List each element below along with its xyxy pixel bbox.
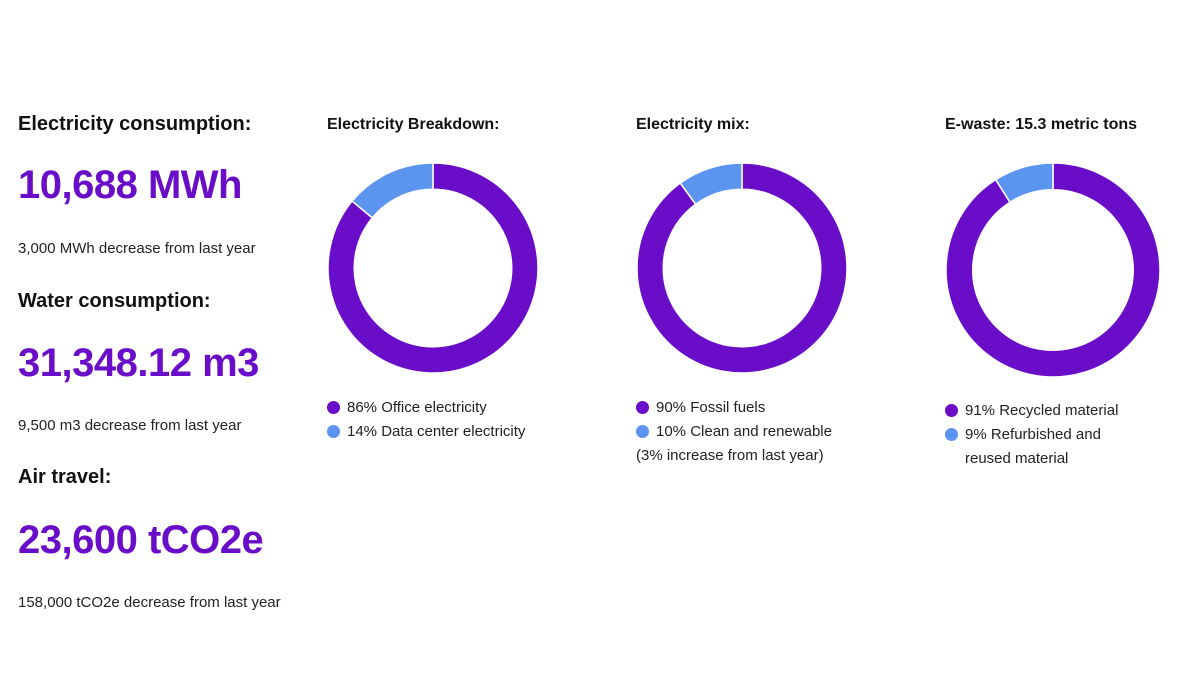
legend-item: 86% Office electricity bbox=[327, 396, 525, 420]
air-travel-value: 23,600 tCO2e bbox=[18, 518, 264, 562]
legend-item: 90% Fossil fuels bbox=[636, 396, 832, 420]
donut-chart bbox=[636, 162, 848, 374]
electricity-value: 10,688 MWh bbox=[18, 163, 242, 207]
donut-segment-data-center-electricity bbox=[351, 162, 434, 219]
water-note: 9,500 m3 decrease from last year bbox=[18, 417, 242, 434]
donut-segment-clean-and-renewable bbox=[679, 162, 743, 206]
legend-label: 9% Refurbished and reused material bbox=[965, 426, 1101, 467]
donut-segment-office-electricity bbox=[327, 162, 539, 374]
legend-swatch-primary bbox=[636, 401, 649, 414]
air-travel-note: 158,000 tCO2e decrease from last year bbox=[18, 594, 281, 611]
electricity-label: Electricity consumption: bbox=[18, 113, 252, 135]
donut-chart bbox=[945, 162, 1161, 378]
legend-item: 10% Clean and renewable bbox=[636, 420, 832, 444]
chart-legend: 86% Office electricity 14% Data center e… bbox=[327, 396, 525, 444]
legend-label: 90% Fossil fuels bbox=[656, 399, 766, 416]
e-waste-chart: E-waste: 15.3 metric tons 91% Recycled m… bbox=[945, 0, 1200, 480]
electricity-breakdown-chart: Electricity Breakdown: 86% Office electr… bbox=[327, 0, 587, 480]
electricity-mix-chart: Electricity mix: 90% Fossil fuels 10% Cl… bbox=[636, 0, 896, 480]
legend-item: 9% Refurbished and reused material bbox=[945, 423, 1135, 471]
chart-title: Electricity Breakdown: bbox=[327, 116, 500, 133]
legend-label: 10% Clean and renewable bbox=[656, 423, 832, 440]
legend-swatch-primary bbox=[327, 401, 340, 414]
legend-swatch-secondary bbox=[945, 428, 958, 441]
air-travel-label: Air travel: bbox=[18, 466, 112, 488]
legend-label: 91% Recycled material bbox=[965, 402, 1119, 419]
donut-segment-refurbished-and-reused-material bbox=[994, 162, 1054, 204]
legend-item: 91% Recycled material bbox=[945, 399, 1135, 423]
legend-swatch-secondary bbox=[327, 425, 340, 438]
chart-title: E-waste: 15.3 metric tons bbox=[945, 116, 1138, 133]
legend-item: 14% Data center electricity bbox=[327, 420, 525, 444]
chart-title: Electricity mix: bbox=[636, 116, 750, 133]
water-label: Water consumption: bbox=[18, 290, 211, 312]
donut-segment-recycled-material bbox=[945, 162, 1161, 378]
chart-legend: 91% Recycled material 9% Refurbished and… bbox=[945, 399, 1135, 471]
chart-legend: 90% Fossil fuels 10% Clean and renewable… bbox=[636, 396, 832, 468]
water-value: 31,348.12 m3 bbox=[18, 341, 259, 385]
electricity-note: 3,000 MWh decrease from last year bbox=[18, 240, 256, 257]
donut-chart bbox=[327, 162, 539, 374]
legend-label: 14% Data center electricity bbox=[347, 423, 526, 440]
donut-segment-fossil-fuels bbox=[636, 162, 848, 374]
legend-note: (3% increase from last year) bbox=[636, 447, 824, 464]
legend-swatch-secondary bbox=[636, 425, 649, 438]
legend-swatch-primary bbox=[945, 404, 958, 417]
legend-label: 86% Office electricity bbox=[347, 399, 487, 416]
